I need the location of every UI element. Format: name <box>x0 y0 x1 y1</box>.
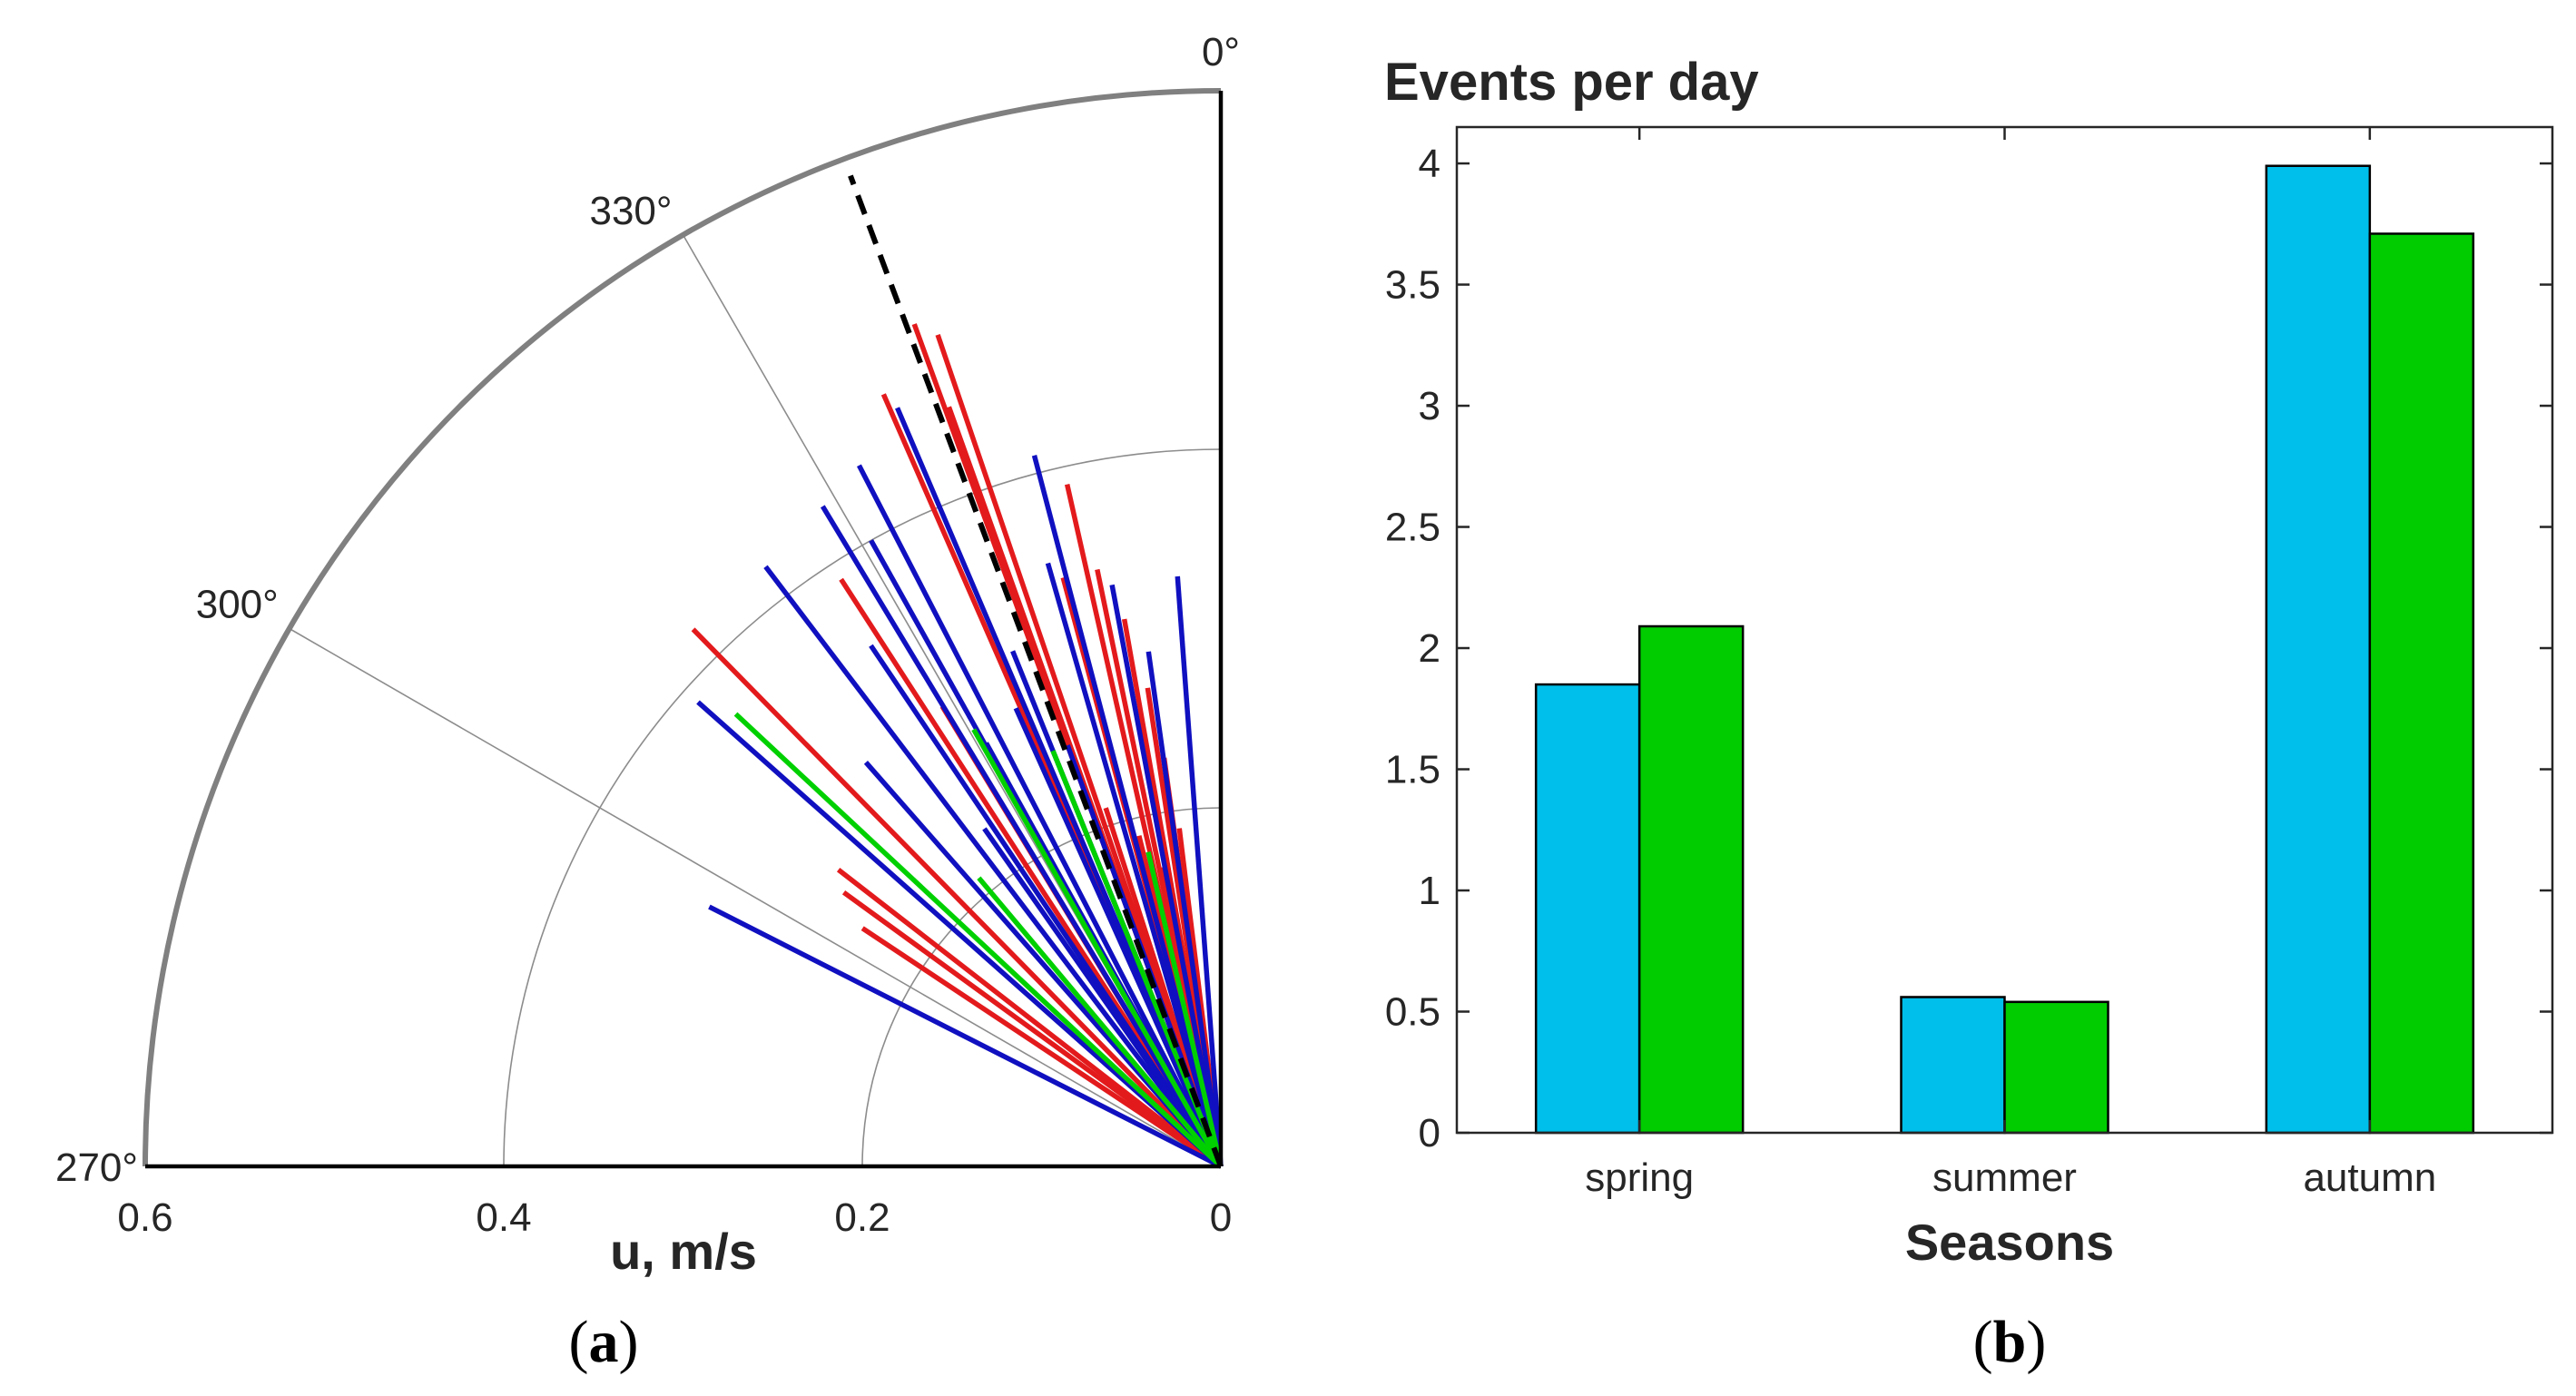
y-tick-label: 2 <box>1419 626 1440 671</box>
green-bar-summer <box>2003 1000 2109 1135</box>
radial-tick-label: 0 <box>1210 1195 1232 1240</box>
blue-direction-line <box>820 505 1224 1168</box>
bar-x-tick-labels: spring summer autumn <box>1585 1155 2436 1200</box>
blue-direction-line <box>708 904 1223 1169</box>
blue-direction-line <box>763 565 1224 1168</box>
blue-direction-line <box>1145 651 1224 1167</box>
green-direction-line <box>971 728 1224 1168</box>
caption-a-letter: a <box>589 1309 619 1375</box>
y-tick-label: 3 <box>1419 384 1440 428</box>
y-tick-label: 1 <box>1419 869 1440 913</box>
radial-tick-labels: 0.6 0.4 0.2 0 <box>117 1195 1232 1240</box>
caption-a-open: ( <box>569 1309 589 1375</box>
polar-plot: 0.6 0.4 0.2 0 270° 300° 330° 0° u, m/s <box>55 30 1240 1280</box>
green-direction-line <box>733 712 1223 1169</box>
x-tick-label: autumn <box>2303 1155 2436 1200</box>
radial-grid-arc <box>503 448 1222 1167</box>
blue-direction-line <box>696 700 1223 1169</box>
red-direction-line <box>841 890 1223 1169</box>
y-tick-label: 1.5 <box>1385 748 1440 792</box>
polar-frame <box>143 88 1224 1169</box>
bar-chart: Events per day 00.511.522.533.54 spring s… <box>1384 53 2554 1271</box>
angle-grid-spoke <box>289 627 1222 1167</box>
cyan-bar-spring <box>1534 683 1641 1135</box>
radial-tick-label: 0.2 <box>834 1195 890 1240</box>
angle-tick-label: 270° <box>55 1145 138 1190</box>
polar-data-lines <box>691 174 1224 1169</box>
y-tick-label: 4 <box>1419 142 1440 186</box>
polar-x-axis-label: u, m/s <box>610 1223 757 1280</box>
blue-direction-line <box>982 827 1224 1168</box>
green-bar-spring <box>1637 624 1745 1135</box>
bar-axes <box>1455 125 2554 1135</box>
radial-tick-label: 0.6 <box>117 1195 172 1240</box>
blue-direction-line <box>1175 575 1224 1167</box>
blue-direction-line <box>1045 562 1224 1167</box>
radial-grid-arc <box>861 807 1222 1167</box>
angle-tick-label: 300° <box>196 583 279 627</box>
caption-b-letter: b <box>1993 1309 2027 1375</box>
red-direction-line <box>836 867 1223 1169</box>
cyan-bar-summer <box>1900 996 2006 1135</box>
red-direction-line <box>691 627 1223 1168</box>
caption-b-open: ( <box>1973 1309 1993 1375</box>
caption-a: (a) <box>569 1309 639 1375</box>
caption-b: (b) <box>1973 1309 2047 1375</box>
blue-direction-line <box>1109 584 1224 1167</box>
outer-arc <box>143 88 1222 1167</box>
angle-tick-label: 0° <box>1202 30 1240 74</box>
radial-tick-label: 0.4 <box>476 1195 531 1240</box>
x-tick-label: spring <box>1585 1155 1694 1200</box>
blue-direction-line <box>1013 707 1224 1168</box>
caption-a-close: ) <box>619 1309 639 1375</box>
bar-x-axis-label: Seasons <box>1905 1214 2114 1271</box>
green-direction-line <box>1145 850 1224 1167</box>
bar-y-tick-labels: 0 0.5 1 1.5 2 2.5 3 3.5 4 <box>1385 142 1440 1155</box>
angle-tick-label: 330° <box>589 189 672 233</box>
y-tick-label: 3.5 <box>1385 263 1440 308</box>
blue-direction-line <box>856 464 1224 1168</box>
cyan-bar-autumn <box>2265 164 2372 1135</box>
red-direction-line <box>935 333 1224 1167</box>
blue-direction-line <box>1031 455 1224 1167</box>
mean-direction-dashed-line <box>848 174 1224 1168</box>
red-direction-line <box>860 926 1223 1169</box>
y-tick-label: 2.5 <box>1385 506 1440 550</box>
y-tick-label: 0 <box>1419 1111 1440 1155</box>
green-bar-autumn <box>2368 232 2475 1135</box>
y-tick-label: 0.5 <box>1385 990 1440 1035</box>
bar-series <box>1534 164 2475 1135</box>
green-direction-line <box>977 876 1224 1168</box>
x-tick-label: summer <box>1932 1155 2077 1200</box>
caption-b-close: ) <box>2026 1309 2046 1375</box>
angle-tick-labels: 270° 300° 330° 0° <box>55 30 1240 1190</box>
bar-chart-title: Events per day <box>1384 53 1759 112</box>
